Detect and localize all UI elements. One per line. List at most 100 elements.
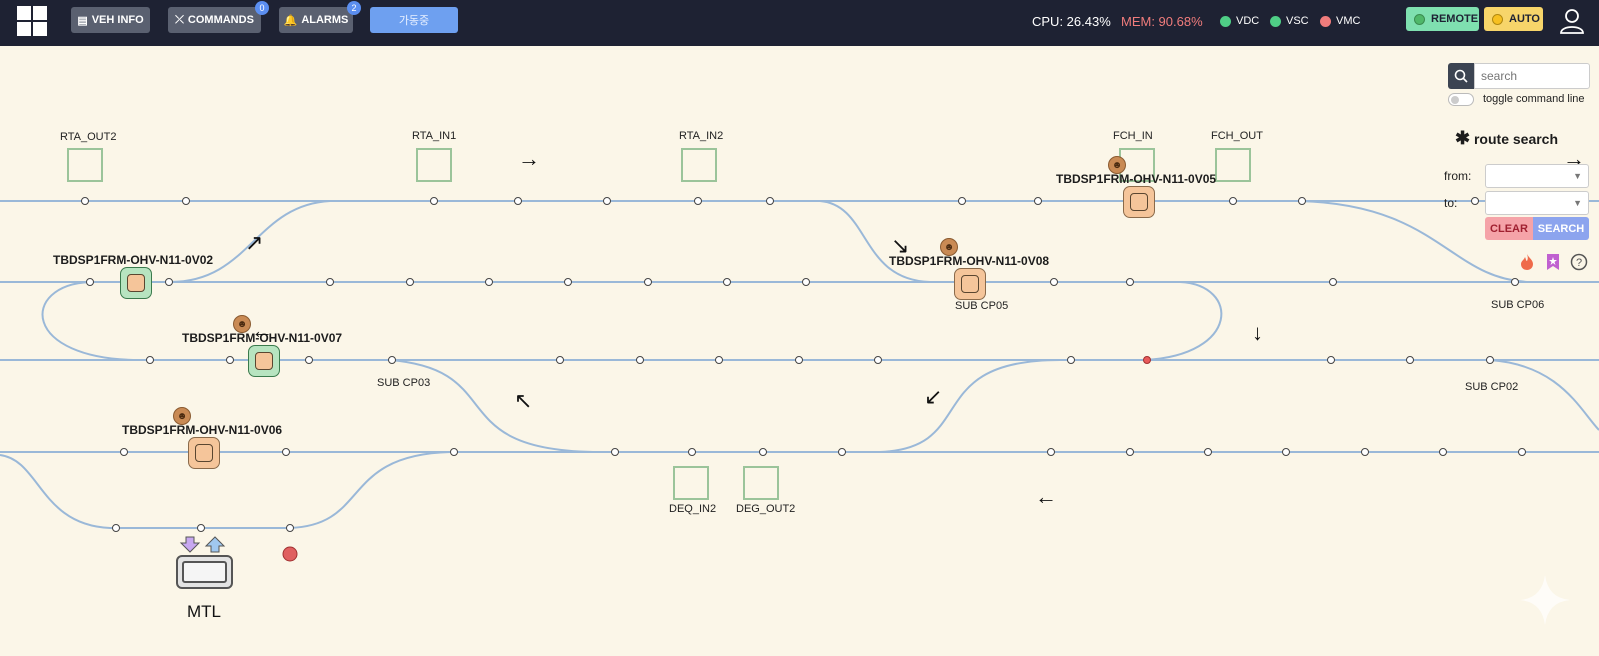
to-select[interactable]: ▼ xyxy=(1485,191,1589,215)
vehicle-0v07-label: TBDSP1FRM-OHV-N11-0V07 xyxy=(182,331,343,345)
clear-button[interactable]: CLEAR xyxy=(1485,217,1533,240)
vehicle-0v08-body-icon xyxy=(961,275,979,293)
legend-vmc: VMC xyxy=(1320,15,1360,27)
help-icon[interactable]: ? xyxy=(1569,252,1589,272)
svg-text:?: ? xyxy=(1576,257,1582,269)
vsc-status-dot-icon xyxy=(1270,15,1281,27)
route-search-title: ✱ route search xyxy=(1455,128,1558,149)
mtl-up-arrow-icon xyxy=(204,536,226,553)
vehicle-0v06-avatar-icon: ☻ xyxy=(173,407,191,425)
legend-vsc: VSC xyxy=(1270,15,1309,27)
direction-up-left-arrow-icon: ↖ xyxy=(514,388,533,413)
curve-e xyxy=(41,281,141,361)
curve-g xyxy=(879,359,1061,453)
track-nodes xyxy=(81,197,1526,532)
user-profile-icon[interactable] xyxy=(1560,8,1584,34)
route-search-title-text: route search xyxy=(1473,131,1559,147)
curve-f xyxy=(389,359,601,453)
vehicle-0v08-avatar-icon: ☻ xyxy=(940,238,958,256)
remote-led-icon xyxy=(1414,13,1425,25)
curve-d xyxy=(1299,200,1531,283)
commands-count-badge: 0 xyxy=(255,1,269,15)
search-input[interactable] xyxy=(1474,63,1590,89)
sub-cp02-label: SUB CP02 xyxy=(1465,381,1519,393)
toggle-command-line-label: toggle command line xyxy=(1483,93,1585,105)
sub-cp03-label: SUB CP03 xyxy=(377,377,431,389)
vehicle-0v07-body-icon xyxy=(255,352,273,370)
track-lines xyxy=(0,197,1599,625)
alarm-node-icon xyxy=(282,546,298,562)
search-bar xyxy=(1448,63,1590,89)
auto-label: AUTO xyxy=(1509,13,1540,25)
station-rta-in2-label: RTA_IN2 xyxy=(679,130,724,142)
commands-button[interactable]: ⤫ COMMANDS 0 xyxy=(168,1,269,33)
app-grid-logo-icon[interactable] xyxy=(17,6,47,36)
operating-status-button[interactable]: 가동중 xyxy=(370,7,458,33)
vehicle-0v06-label: TBDSP1FRM-OHV-N11-0V06 xyxy=(122,423,283,437)
command-line-toggle[interactable] xyxy=(1448,93,1474,106)
fire-icon[interactable] xyxy=(1517,252,1537,272)
direction-right-arrow-icon: → xyxy=(518,146,540,171)
station-rta-in2[interactable] xyxy=(681,148,717,182)
auto-button[interactable]: AUTO xyxy=(1484,7,1543,31)
direction-down-right-arrow-icon: ↘ xyxy=(891,233,910,258)
vehicle-0v07[interactable] xyxy=(248,345,280,377)
curve-i xyxy=(0,451,451,529)
direction-left-arrow-2-icon: ← xyxy=(1035,484,1057,509)
station-fch-out-label: FCH_OUT xyxy=(1211,130,1263,142)
curve-a xyxy=(169,200,400,283)
station-rta-in1[interactable] xyxy=(416,148,452,182)
route-search-button[interactable]: SEARCH xyxy=(1533,217,1589,240)
from-select[interactable]: ▼ xyxy=(1485,164,1589,188)
vehicle-0v02-body-icon xyxy=(127,274,145,292)
track-map xyxy=(0,46,1599,656)
sparkle-icon xyxy=(1520,575,1570,625)
vehicle-0v02-label: TBDSP1FRM-OHV-N11-0V02 xyxy=(53,253,214,267)
direction-down-arrow-icon: ↓ xyxy=(1252,320,1263,345)
commands-label: COMMANDS xyxy=(187,14,254,26)
station-deq-in2[interactable] xyxy=(673,466,709,500)
chevron-down-icon: ▼ xyxy=(1573,198,1582,208)
veh-info-button[interactable]: ▤ VEH INFO xyxy=(71,7,150,33)
remote-label: REMOTE xyxy=(1431,13,1479,25)
direction-down-left-arrow-icon: ↙ xyxy=(924,384,943,409)
search-button[interactable] xyxy=(1448,63,1474,89)
to-label: to: xyxy=(1444,196,1458,210)
legend-vdc: VDC xyxy=(1220,15,1259,27)
direction-left-arrow-icon: ← xyxy=(251,318,273,343)
station-deg-out2-label: DEG_OUT2 xyxy=(736,503,796,515)
vehicle-0v05-avatar-icon: ☻ xyxy=(1108,156,1126,174)
vehicle-0v05-label: TBDSP1FRM-OHV-N11-0V05 xyxy=(1056,172,1217,186)
veh-info-label: VEH INFO xyxy=(91,14,144,26)
vehicle-0v08-label: TBDSP1FRM-OHV-N11-0V08 xyxy=(889,254,1050,268)
alarms-label: ALARMS xyxy=(301,14,349,26)
cpu-usage: CPU: 26.43% xyxy=(1032,14,1111,29)
legend-vmc-label: VMC xyxy=(1336,15,1361,27)
station-rta-out2[interactable] xyxy=(67,148,103,182)
vehicle-0v05[interactable] xyxy=(1123,186,1155,218)
sub-cp05-label: SUB CP05 xyxy=(955,300,1009,312)
vehicle-0v05-body-icon xyxy=(1130,193,1148,211)
chevron-down-icon: ▼ xyxy=(1573,171,1582,181)
alarms-button[interactable]: 🔔 ALARMS 2 xyxy=(279,1,361,33)
bell-icon: 🔔 xyxy=(283,14,298,27)
mtl-down-arrow-icon xyxy=(179,536,201,553)
auto-led-icon xyxy=(1492,13,1503,25)
bookmark-icon[interactable] xyxy=(1543,252,1563,272)
from-label: from: xyxy=(1444,169,1472,183)
asterisk-icon: ✱ xyxy=(1455,128,1471,148)
mtl-lift-icon[interactable] xyxy=(176,555,233,589)
vehicle-0v06[interactable] xyxy=(188,437,220,469)
vdc-status-dot-icon xyxy=(1220,15,1231,27)
top-bar: ▤ VEH INFO ⤫ COMMANDS 0 🔔 ALARMS 2 가동중 C… xyxy=(0,0,1599,46)
curve-c xyxy=(1144,281,1223,361)
vehicle-0v08[interactable] xyxy=(954,268,986,300)
vehicle-0v07-avatar-icon: ☻ xyxy=(233,315,251,333)
station-rta-out2-label: RTA_OUT2 xyxy=(60,131,117,143)
station-fch-out[interactable] xyxy=(1215,148,1251,182)
remote-button[interactable]: REMOTE xyxy=(1406,7,1479,31)
station-deg-out2[interactable] xyxy=(743,466,779,500)
vehicle-0v02[interactable] xyxy=(120,267,152,299)
mem-usage: MEM: 90.68% xyxy=(1121,14,1203,29)
shuffle-icon: ⤫ xyxy=(175,13,184,26)
